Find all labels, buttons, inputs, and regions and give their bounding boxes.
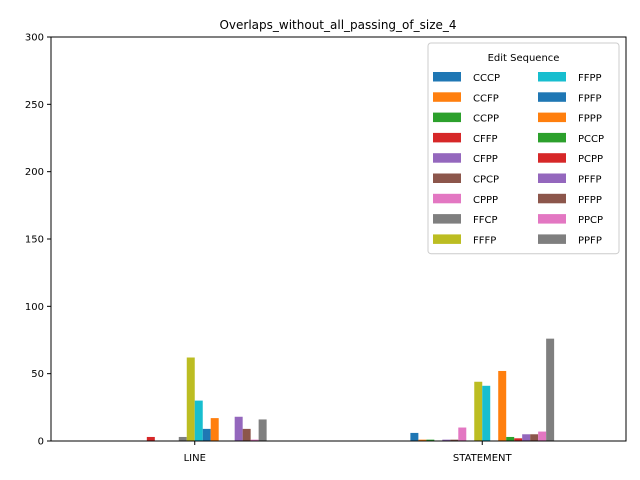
y-tick-label: 200 <box>25 167 44 178</box>
legend-label-cffp: CFFP <box>473 134 498 145</box>
chart-title: Overlaps_without_all_passing_of_size_4 <box>219 18 456 32</box>
legend-label-cppp: CPPP <box>473 195 498 206</box>
y-tick-label: 0 <box>38 437 44 448</box>
x-tick-label: STATEMENT <box>453 453 513 464</box>
legend-swatch-ffpp <box>538 72 566 82</box>
legend-label-fpfp: FPFP <box>578 93 602 104</box>
bar-pffp-statement <box>522 434 531 441</box>
y-tick-label: 150 <box>25 235 44 246</box>
legend-label-cfpp: CFPP <box>473 154 498 165</box>
legend-swatch-pffp <box>538 173 566 183</box>
bars-group <box>146 338 555 441</box>
legend-label-ffcp: FFCP <box>473 215 498 226</box>
legend-label-ppfp: PPFP <box>578 235 602 246</box>
bar-fppp-statement <box>498 370 507 441</box>
bar-ppcp-line <box>250 439 259 441</box>
bar-cppp-statement <box>458 427 467 441</box>
legend-swatch-pcpp <box>538 153 566 163</box>
y-tick-label: 50 <box>31 369 44 380</box>
bar-pfpp-statement <box>530 434 539 441</box>
legend-swatch-ccpp <box>433 112 461 123</box>
bar-ccfp-statement <box>418 439 427 441</box>
legend-box <box>427 42 620 255</box>
legend-swatch-fpfp <box>538 92 566 102</box>
legend-swatch-cfpp <box>433 153 461 163</box>
legend-label-ppcp: PPCP <box>578 215 603 226</box>
legend-label-cpcp: CPCP <box>473 175 499 186</box>
bar-ccpp-statement <box>426 439 435 441</box>
legend-swatch-pfpp <box>538 193 566 204</box>
x-tick-label: LINE <box>184 453 206 464</box>
legend-label-pccp: PCCP <box>578 134 604 145</box>
bar-pffp-line <box>234 416 243 441</box>
legend-swatch-ccfp <box>433 92 461 102</box>
legend-label-fffp: FFFP <box>473 235 496 246</box>
legend-label-ccpp: CCPP <box>473 114 499 125</box>
y-tick-label: 300 <box>25 33 44 44</box>
x-axis: LINE STATEMENT <box>184 441 513 464</box>
bar-pfpp-line <box>242 428 251 441</box>
legend-label-fppp: FPPP <box>578 114 602 125</box>
legend-label-ccfp: CCFP <box>473 93 499 104</box>
legend-swatch-fppp <box>538 112 566 123</box>
legend-label-pcpp: PCPP <box>578 154 603 165</box>
bar-ffpp-line <box>194 400 203 441</box>
legend-swatch-cffp <box>433 132 461 143</box>
bar-fffp-statement <box>474 381 483 441</box>
legend-swatch-cccp <box>433 72 461 82</box>
bar-ppcp-statement <box>538 431 547 441</box>
legend-swatch-cppp <box>433 193 461 204</box>
bar-fppp-line <box>210 418 219 441</box>
bar-fffp-line <box>186 357 195 441</box>
legend-swatch-pccp <box>538 132 566 143</box>
bar-cfpp-statement <box>442 439 451 441</box>
legend-title: Edit Sequence <box>488 53 560 64</box>
legend-swatch-cpcp <box>433 173 461 183</box>
bar-cpcp-statement <box>450 439 459 441</box>
bar-cccp-statement <box>410 432 419 441</box>
bar-fpfp-line <box>202 428 211 441</box>
bar-ppfp-statement <box>546 338 555 441</box>
legend-swatch-ppfp <box>538 234 566 244</box>
bar-ffpp-statement <box>482 385 491 441</box>
legend-label-pfpp: PFPP <box>578 195 602 206</box>
bar-pccp-statement <box>506 436 515 441</box>
bar-ffcp-line <box>178 436 187 441</box>
legend-swatch-ppcp <box>538 214 566 224</box>
y-axis: 0 50 100 150 200 250 300 <box>25 33 51 448</box>
legend-label-ffpp: FFPP <box>578 73 602 84</box>
legend-swatch-fffp <box>433 234 461 244</box>
bar-pcpp-statement <box>514 438 523 441</box>
bar-cffp-line <box>146 436 155 441</box>
bar-ppfp-line <box>258 419 267 441</box>
y-tick-label: 250 <box>25 100 44 111</box>
legend: Edit Sequence CCCP CCFP CCPP CFFP CFPP CPCP CPP… <box>427 42 620 255</box>
legend-label-pffp: PFFP <box>578 175 602 186</box>
legend-swatch-ffcp <box>433 214 461 224</box>
y-tick-label: 100 <box>25 302 44 313</box>
legend-label-cccp: CCCP <box>473 73 500 84</box>
